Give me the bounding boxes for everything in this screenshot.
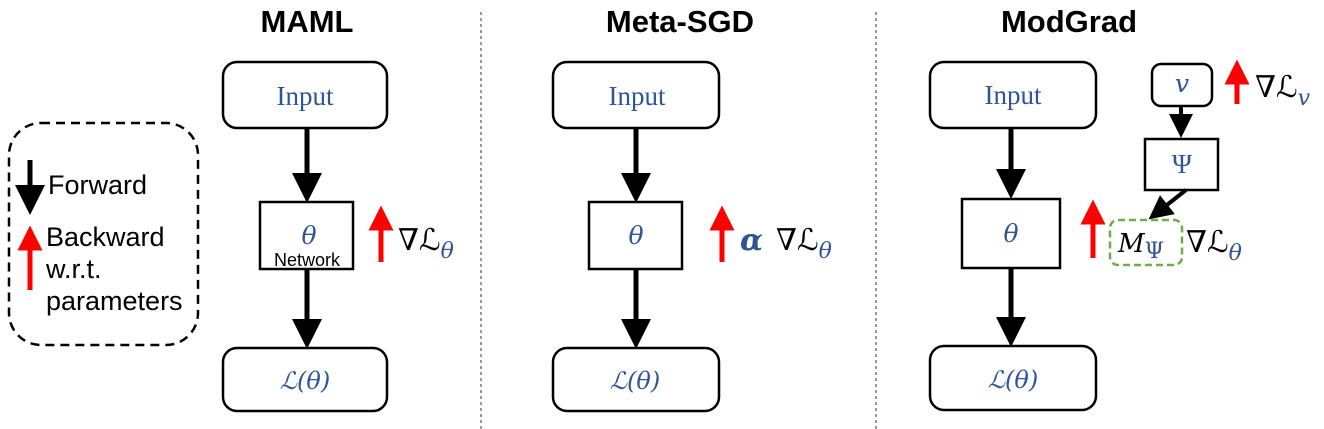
gradient-label: ∇ℒθ xyxy=(398,223,454,264)
modulator-box xyxy=(1108,218,1184,267)
input-label: Input xyxy=(609,81,666,111)
gradient-label: ∇ℒθ xyxy=(1186,225,1242,266)
loss-label: ℒ(θ) xyxy=(988,366,1038,394)
param-box xyxy=(960,197,1062,270)
network-box xyxy=(258,200,355,271)
legend-parameters-label: parameters xyxy=(46,286,183,316)
legend-wrt-label: w.r.t. xyxy=(45,254,102,284)
param-label: θ xyxy=(628,221,643,250)
psi-label: Ψ xyxy=(1172,149,1192,179)
param-label: θ xyxy=(1003,219,1018,248)
panel-title: ModGrad xyxy=(1001,4,1137,39)
v-label: v xyxy=(1175,69,1189,98)
param-label: θ xyxy=(301,221,316,250)
input-label: Input xyxy=(985,80,1042,110)
loss-label: ℒ(θ) xyxy=(280,367,330,395)
forward-arrow xyxy=(1148,188,1188,220)
loss-label: ℒ(θ) xyxy=(610,367,660,395)
legend-forward-label: Forward xyxy=(48,170,147,200)
legend: Forward Backward w.r.t. parameters xyxy=(7,121,200,347)
legend-backward-label: Backward xyxy=(46,222,165,252)
panel-title: MAML xyxy=(261,4,354,39)
v-gradient-label: ∇ℒv xyxy=(1255,70,1311,111)
learning-rate-label: α xyxy=(740,223,763,258)
panel-modgrad: ModGrad Input θ ℒ(θ) v ∇ℒv Ψ MΨ ∇ℒθ xyxy=(928,4,1311,412)
input-label: Input xyxy=(277,81,334,111)
legend-box xyxy=(7,121,200,347)
loss-box xyxy=(221,346,389,413)
modulator-label: MΨ xyxy=(1117,229,1164,264)
network-caption: Network xyxy=(274,250,341,270)
psi-box xyxy=(1143,137,1220,192)
panel-title: Meta-SGD xyxy=(606,4,754,39)
gradient-label: ∇ℒθ xyxy=(776,223,832,264)
loss-box xyxy=(928,344,1098,412)
loss-box xyxy=(551,346,721,413)
panel-maml: MAML Input θ Network ℒ(θ) ∇ℒθ xyxy=(221,4,454,413)
panel-meta-sgd: Meta-SGD Input θ ℒ(θ) α ∇ℒθ xyxy=(551,4,832,413)
